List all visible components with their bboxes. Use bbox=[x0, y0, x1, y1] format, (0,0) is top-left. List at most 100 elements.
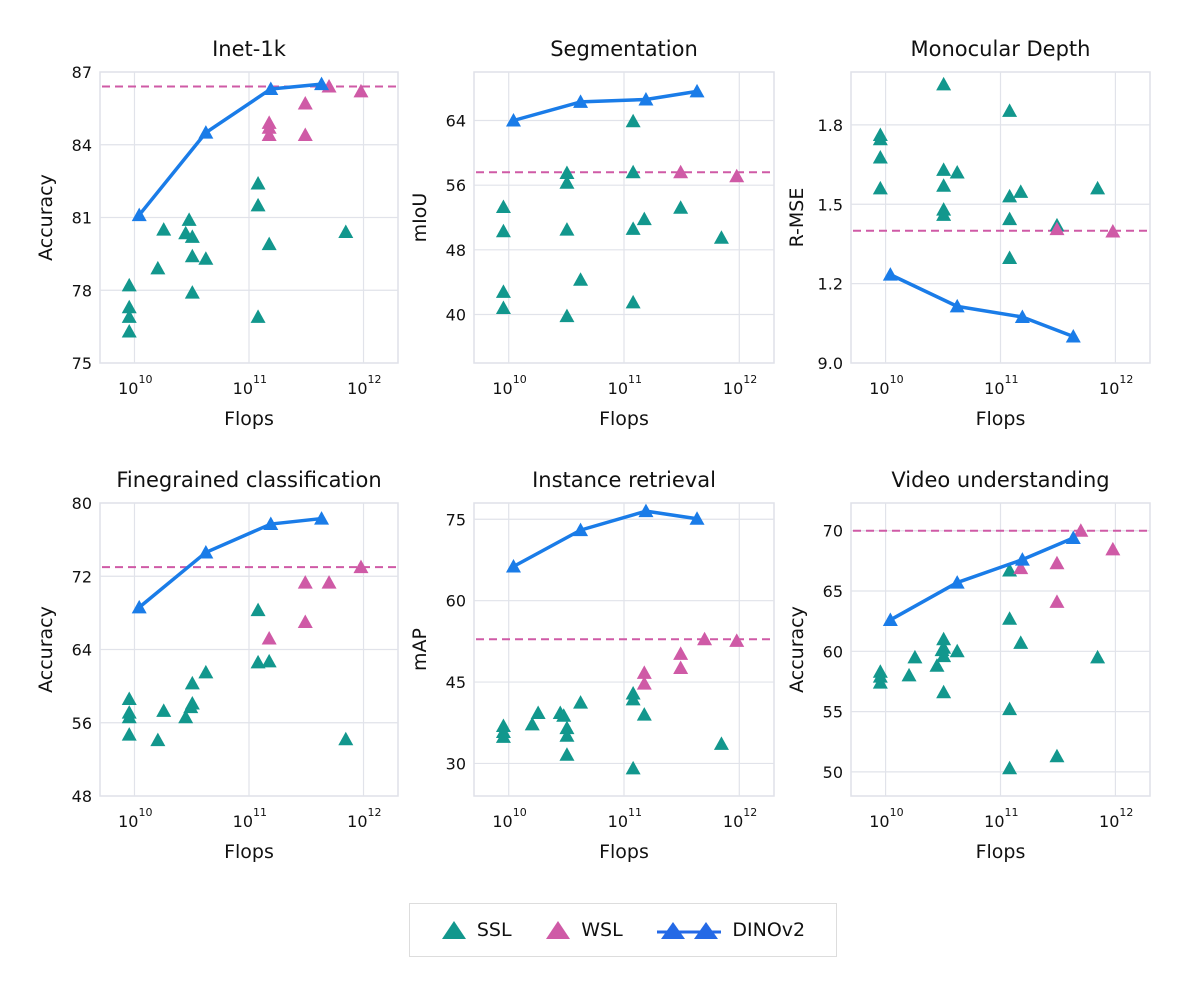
dinov2-line bbox=[512, 509, 698, 569]
y-tick-label: 64 bbox=[446, 112, 466, 131]
x-tick-exponent: 11 bbox=[628, 806, 642, 819]
subplot-title: Instance retrieval bbox=[532, 468, 716, 492]
ssl-marker bbox=[198, 251, 214, 265]
dinov2-marker bbox=[131, 599, 147, 614]
ssl-marker bbox=[949, 165, 965, 179]
y-tick-label: 60 bbox=[446, 592, 466, 611]
ssl-marker bbox=[559, 747, 575, 761]
x-tick-label: 10 bbox=[118, 812, 138, 831]
wsl-marker bbox=[297, 127, 313, 142]
x-tick-label: 10 bbox=[984, 812, 1004, 831]
dinov2-marker bbox=[131, 207, 147, 222]
dinov2-marker bbox=[1014, 309, 1030, 323]
dinov2-marker bbox=[949, 298, 965, 313]
wsl-marker bbox=[673, 660, 689, 674]
x-tick-label: 10 bbox=[118, 379, 138, 398]
ssl-marker bbox=[495, 729, 511, 743]
ssl-marker bbox=[1002, 611, 1018, 625]
x-tick-label: 10 bbox=[233, 379, 253, 398]
x-tick-label: 10 bbox=[347, 379, 367, 398]
y-axis-label: mAP bbox=[409, 628, 431, 671]
dinov2-marker bbox=[882, 267, 898, 281]
ssl-marker bbox=[184, 229, 200, 243]
x-tick-label: 10 bbox=[869, 812, 889, 831]
dinov2-marker bbox=[314, 76, 330, 91]
ssl-marker bbox=[1002, 701, 1018, 716]
dinov2-line bbox=[137, 82, 322, 217]
dinov2-marker bbox=[689, 83, 705, 98]
ssl-marker bbox=[713, 736, 729, 750]
y-tick-label: 56 bbox=[446, 176, 466, 195]
ssl-marker bbox=[559, 728, 575, 742]
ssl-marker bbox=[872, 131, 888, 146]
x-tick-exponent: 10 bbox=[890, 373, 904, 386]
ssl-marker bbox=[1002, 103, 1018, 117]
ssl-marker bbox=[936, 162, 952, 176]
y-axis-label: mIoU bbox=[409, 193, 431, 243]
ssl-marker bbox=[713, 230, 729, 244]
x-tick-label: 10 bbox=[723, 379, 743, 398]
y-tick-label: 84 bbox=[72, 136, 92, 155]
y-tick-label: 30 bbox=[446, 754, 466, 773]
y-tick-label: 64 bbox=[72, 641, 92, 660]
x-tick-exponent: 11 bbox=[628, 373, 642, 386]
ssl-marker bbox=[1002, 760, 1018, 775]
x-tick-exponent: 10 bbox=[513, 373, 527, 386]
ssl-marker bbox=[936, 178, 952, 192]
wsl-marker bbox=[697, 631, 713, 646]
legend-label-dinov2: DINOv2 bbox=[732, 919, 806, 941]
subplot-title: Monocular Depth bbox=[911, 37, 1091, 61]
ssl-marker bbox=[872, 180, 888, 195]
x-tick-label: 10 bbox=[492, 379, 512, 398]
legend-item-wsl: WSL bbox=[545, 919, 623, 941]
ssl-marker bbox=[573, 695, 589, 709]
ssl-marker bbox=[907, 649, 923, 664]
ssl-marker bbox=[625, 164, 641, 179]
ssl-marker bbox=[1013, 184, 1029, 198]
wsl-marker bbox=[353, 83, 369, 98]
wsl-marker bbox=[297, 614, 313, 629]
y-tick-label: 72 bbox=[72, 567, 92, 586]
ssl-marker bbox=[184, 285, 200, 299]
wsl-marker bbox=[729, 168, 745, 183]
ssl-marker bbox=[178, 709, 194, 724]
ssl-marker bbox=[625, 113, 641, 128]
dinov2-marker bbox=[1065, 329, 1081, 343]
y-tick-label: 1.8 bbox=[818, 116, 843, 135]
dinov2-line bbox=[889, 273, 1074, 339]
x-tick-label: 10 bbox=[1099, 812, 1119, 831]
ssl-marker bbox=[1090, 180, 1106, 195]
wsl-marker bbox=[353, 559, 369, 574]
x-tick-exponent: 12 bbox=[743, 806, 757, 819]
ssl-marker bbox=[625, 221, 641, 235]
y-tick-label: 78 bbox=[72, 281, 92, 300]
ssl-marker bbox=[936, 207, 952, 221]
subplot-title: Finegrained classification bbox=[116, 468, 381, 492]
x-axis-label: Flops bbox=[976, 408, 1026, 430]
legend-item-dinov2: DINOv2 bbox=[656, 919, 805, 941]
x-tick-exponent: 11 bbox=[253, 373, 267, 386]
subplot-title: Video understanding bbox=[891, 468, 1109, 492]
y-tick-label: 45 bbox=[446, 673, 466, 692]
wsl-marker bbox=[673, 164, 689, 179]
ssl-marker bbox=[936, 76, 952, 91]
ssl-marker bbox=[250, 197, 266, 212]
ssl-marker bbox=[495, 300, 511, 315]
x-tick-exponent: 11 bbox=[253, 806, 267, 819]
ssl-marker bbox=[573, 272, 589, 286]
ssl-marker bbox=[261, 236, 277, 251]
ssl-marker bbox=[949, 643, 965, 658]
ssl-marker bbox=[338, 731, 354, 746]
wsl-marker bbox=[1049, 221, 1065, 236]
x-tick-label: 10 bbox=[233, 812, 253, 831]
ssl-marker bbox=[250, 309, 266, 323]
wsl-marker bbox=[261, 127, 277, 142]
y-tick-label: 48 bbox=[446, 241, 466, 260]
dinov2-marker bbox=[198, 125, 214, 139]
y-tick-label: 70 bbox=[823, 522, 843, 541]
y-tick-label: 56 bbox=[72, 714, 92, 733]
ssl-marker bbox=[150, 732, 166, 747]
ssl-marker bbox=[121, 323, 137, 338]
ssl-marker bbox=[261, 653, 277, 668]
ssl-marker bbox=[156, 222, 172, 236]
